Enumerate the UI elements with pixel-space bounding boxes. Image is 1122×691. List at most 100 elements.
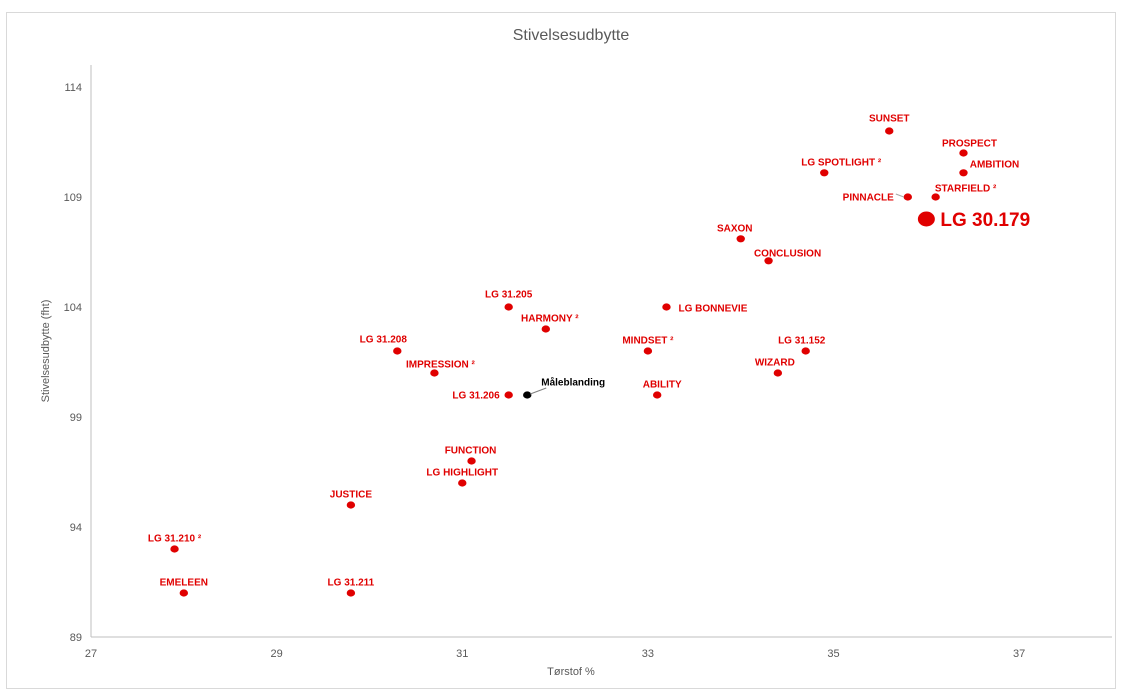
x-tick-label: 31 <box>456 648 468 660</box>
data-point-group: SUNSET <box>869 114 910 135</box>
data-point-group: ABILITY <box>643 380 682 399</box>
data-point-label: LG 31.210 ² <box>148 534 202 545</box>
data-point <box>643 347 653 355</box>
data-point-label: PROSPECT <box>942 139 997 150</box>
data-point <box>346 589 356 597</box>
data-point-group: STARFIELD ² <box>931 184 997 201</box>
data-point-group: LG 30.179 <box>917 210 1030 231</box>
data-point-label: HARMONY ² <box>521 314 579 325</box>
data-point-label: CONCLUSION <box>754 248 821 259</box>
data-point-group: LG 31.210 ² <box>148 534 202 553</box>
chart-title: Stivelsesudbytte <box>513 27 630 44</box>
data-point-label: STARFIELD ² <box>935 184 997 195</box>
data-point-group: LG 31.206 <box>452 391 513 402</box>
data-point-label: LG 31.206 <box>452 391 500 402</box>
data-point-label: SAXON <box>717 223 753 234</box>
data-point-group: LG BONNEVIE <box>662 303 748 315</box>
data-point-group: LG SPOTLIGHT ² <box>801 157 882 177</box>
x-tick-label: 33 <box>642 648 654 660</box>
data-point-group: LG 31.152 <box>778 336 826 355</box>
data-point <box>541 325 551 333</box>
data-point <box>504 391 513 399</box>
y-axis-title: Stivelsesudbytte (fht) <box>40 300 52 403</box>
data-point-group: LG 31.208 <box>360 335 408 355</box>
data-point-label: LG 31.208 <box>360 335 408 346</box>
data-point-label: EMELEEN <box>160 578 208 589</box>
data-point <box>170 545 179 553</box>
y-tick-label: 109 <box>64 192 82 204</box>
data-point-label: PINNACLE <box>843 193 894 204</box>
data-point-label: LG 31.152 <box>778 336 826 347</box>
x-tick-label: 29 <box>271 648 283 660</box>
data-point-highlight <box>917 211 935 227</box>
data-point-label: LG 31.211 <box>328 578 375 589</box>
data-point-group: SAXON <box>717 223 753 243</box>
data-point-group: LG 31.205 <box>485 290 533 311</box>
data-point <box>393 347 402 355</box>
x-axis-title: Tørstof % <box>547 666 595 678</box>
data-point-group: PINNACLE <box>843 193 912 204</box>
data-point <box>179 589 189 597</box>
data-point <box>773 369 783 377</box>
data-point <box>467 457 476 465</box>
x-tick-label: 35 <box>827 648 839 660</box>
data-point-label: LG 31.205 <box>485 290 533 301</box>
data-point <box>764 257 773 265</box>
data-point-label: MINDSET ² <box>622 336 674 347</box>
data-point <box>662 303 671 311</box>
data-point <box>652 391 662 399</box>
data-point-group: LG HIGHLIGHT <box>426 468 498 487</box>
data-point-group: CONCLUSION <box>754 248 821 265</box>
data-point-group: PROSPECT <box>942 139 997 157</box>
y-tick-label: 104 <box>64 302 82 314</box>
data-point <box>931 193 940 201</box>
data-point-group: LG 31.211 <box>328 578 375 597</box>
y-tick-label: 99 <box>70 412 82 424</box>
data-point <box>523 391 532 399</box>
data-point <box>458 479 467 487</box>
data-point-group: AMBITION <box>959 159 1019 177</box>
data-point-label: JUSTICE <box>330 490 373 501</box>
data-point <box>959 169 968 177</box>
data-point-group: EMELEEN <box>160 578 208 597</box>
data-point-group: JUSTICE <box>330 490 373 509</box>
data-point <box>801 347 810 355</box>
data-point <box>346 501 356 509</box>
y-tick-labels: 89 94 99 104 109 114 <box>64 82 82 644</box>
data-point-label: SUNSET <box>869 114 910 125</box>
data-point-label: IMPRESSION ² <box>406 360 476 371</box>
data-point <box>430 369 439 377</box>
data-points: SUNSET PROSPECT AMBITION LG SPOTLIGHT ² STAR… <box>148 114 1030 597</box>
data-point-label: LG SPOTLIGHT ² <box>801 157 882 168</box>
data-point-label: Måleblanding <box>541 377 605 389</box>
data-point <box>885 127 894 135</box>
data-point-label: FUNCTION <box>445 446 497 457</box>
leader-line <box>895 193 904 198</box>
data-point-label: LG HIGHLIGHT <box>426 468 498 479</box>
data-point-group: MINDSET ² <box>622 336 674 355</box>
data-point <box>959 149 968 157</box>
y-tick-label: 114 <box>64 82 82 94</box>
data-point-group: WIZARD <box>755 358 795 377</box>
data-point <box>903 193 912 201</box>
data-point <box>736 235 745 243</box>
data-point-group: FUNCTION <box>445 446 497 465</box>
chart-frame: Stivelsesudbytte 89 94 99 104 109 114 27 29 31 3… <box>6 12 1116 689</box>
data-point <box>820 169 829 177</box>
data-point-group: IMPRESSION ² <box>406 360 476 377</box>
y-tick-label: 94 <box>70 522 82 534</box>
data-point-group: HARMONY ² <box>521 314 579 333</box>
data-point-label: AMBITION <box>970 159 1019 170</box>
data-point-label: WIZARD <box>755 358 795 369</box>
data-point <box>504 303 513 311</box>
x-tick-label: 37 <box>1013 648 1025 660</box>
y-tick-label: 89 <box>70 632 82 644</box>
x-tick-label: 27 <box>85 648 97 660</box>
x-tick-labels: 27 29 31 33 35 37 <box>85 648 1025 660</box>
scatter-chart: Stivelsesudbytte 89 94 99 104 109 114 27 29 31 3… <box>40 27 1112 678</box>
data-point-label: LG 30.179 <box>940 210 1030 231</box>
data-point-label: ABILITY <box>643 380 682 391</box>
data-point-group: Måleblanding <box>523 377 605 399</box>
data-point-label: LG BONNEVIE <box>678 304 747 315</box>
leader-line <box>530 387 547 395</box>
